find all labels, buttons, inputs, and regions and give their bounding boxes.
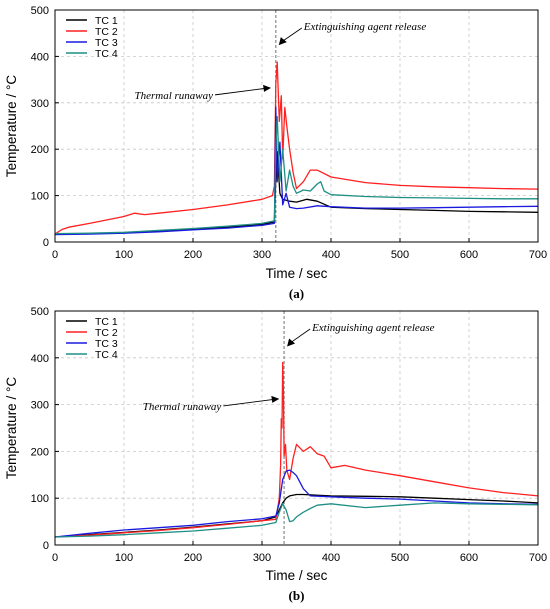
series-line-tc3 bbox=[54, 469, 539, 538]
legend-label: TC 4 bbox=[95, 48, 118, 60]
chart-panel-a: 0 100 200 300 400 500 600 700 0 100 200 300 400 500 Ti… bbox=[4, 5, 547, 301]
y-tick-label: 400 bbox=[31, 51, 49, 63]
x-tick-label: 200 bbox=[184, 552, 202, 564]
x-tick-label: 600 bbox=[460, 552, 478, 564]
y-tick-label: 300 bbox=[31, 400, 49, 412]
series-line-tc3 bbox=[54, 106, 539, 236]
series-line-tc2 bbox=[54, 61, 539, 235]
legend-label: TC 1 bbox=[95, 316, 118, 328]
annotation-runaway: Thermal runaway bbox=[143, 401, 222, 413]
x-tick-label: 600 bbox=[460, 249, 478, 261]
series-line-tc4 bbox=[54, 502, 539, 538]
legend-label: TC 2 bbox=[95, 26, 118, 38]
grid bbox=[55, 311, 538, 545]
legend-label: TC 4 bbox=[95, 349, 118, 361]
x-tick-label: 500 bbox=[391, 249, 409, 261]
annotation-runaway: Thermal runaway bbox=[135, 90, 214, 102]
x-tick-label: 700 bbox=[529, 249, 547, 261]
x-tick-label: 100 bbox=[115, 249, 133, 261]
arrowhead-icon bbox=[263, 84, 272, 92]
x-axis-label: Time / sec bbox=[266, 568, 328, 583]
x-tick-label: 200 bbox=[184, 249, 202, 261]
series-group bbox=[54, 361, 539, 538]
series-line-tc4 bbox=[54, 116, 538, 235]
x-tick-label: 400 bbox=[322, 249, 340, 261]
plot-frame bbox=[54, 9, 539, 243]
y-tick-label: 200 bbox=[31, 144, 49, 156]
arrowhead-icon bbox=[278, 37, 287, 46]
annotation-release: Extinguishing agent release bbox=[303, 21, 427, 33]
legend-label: TC 3 bbox=[95, 338, 118, 350]
y-tick-label: 500 bbox=[31, 5, 49, 17]
x-tick-label: 400 bbox=[322, 552, 340, 564]
y-tick-label: 0 bbox=[43, 237, 49, 249]
chart-panel-b: 0 100 200 300 400 500 600 700 0 100 200 300 400 500 Ti… bbox=[4, 306, 547, 603]
plot-frame bbox=[54, 310, 539, 546]
annotation-release: Extinguishing agent release bbox=[311, 322, 435, 334]
y-tick-label: 0 bbox=[43, 540, 49, 552]
arrowhead-icon bbox=[271, 395, 280, 403]
y-tick-label: 100 bbox=[31, 493, 49, 505]
legend-label: TC 3 bbox=[95, 37, 118, 49]
y-tick-label: 300 bbox=[31, 98, 49, 110]
y-tick-label: 200 bbox=[31, 446, 49, 458]
y-axis-label: Temperature / °C bbox=[4, 75, 19, 177]
x-tick-label: 700 bbox=[529, 552, 547, 564]
x-tick-label: 300 bbox=[253, 552, 271, 564]
y-tick-label: 400 bbox=[31, 353, 49, 365]
series-line-tc1 bbox=[54, 493, 539, 538]
annotation-runaway-arrow bbox=[214, 87, 270, 96]
legend-label: TC 2 bbox=[95, 327, 118, 339]
y-tick-label: 100 bbox=[31, 191, 49, 203]
x-axis-label: Time / sec bbox=[266, 266, 328, 281]
x-tick-label: 0 bbox=[52, 552, 58, 564]
series-group bbox=[54, 61, 539, 236]
arrowhead-icon bbox=[287, 338, 296, 347]
legend-label: TC 1 bbox=[95, 15, 118, 27]
figure-caption: (b) bbox=[289, 588, 305, 603]
y-tick-label: 500 bbox=[31, 306, 49, 318]
x-tick-label: 100 bbox=[115, 552, 133, 564]
x-tick-label: 0 bbox=[52, 249, 58, 261]
x-tick-label: 300 bbox=[253, 249, 271, 261]
y-axis-label: Temperature / °C bbox=[4, 377, 19, 479]
x-tick-label: 500 bbox=[391, 552, 409, 564]
series-line-tc2 bbox=[54, 361, 539, 538]
legend: TC 1TC 2TC 3TC 4 bbox=[66, 316, 118, 361]
figure-caption: (a) bbox=[289, 286, 304, 301]
legend: TC 1TC 2TC 3TC 4 bbox=[66, 15, 118, 60]
annotation-runaway-arrow bbox=[223, 398, 278, 407]
grid bbox=[55, 10, 538, 242]
